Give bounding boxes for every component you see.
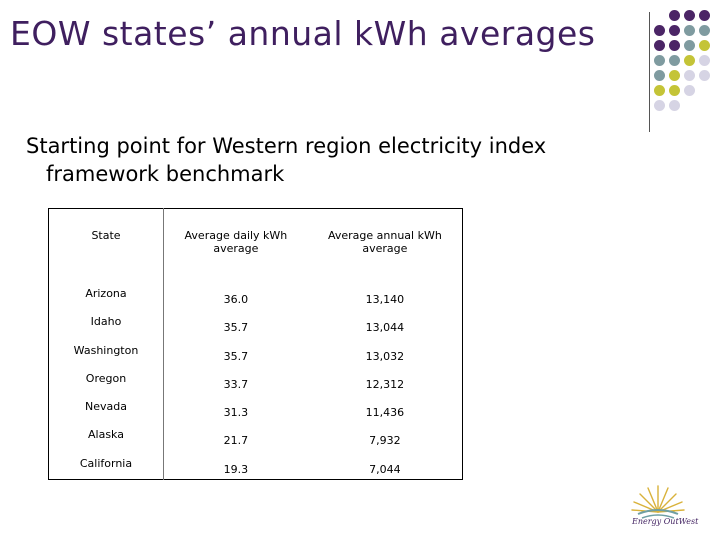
table-header-row: State Average daily kWh average Average … [48, 208, 463, 281]
state-cell: Nevada [48, 394, 164, 423]
decorative-dot [669, 70, 680, 81]
decorative-dot [654, 85, 665, 96]
annual-cell: 12,312 [365, 377, 405, 391]
decorative-dot [684, 85, 695, 96]
logo-text: Energy OutWest [632, 517, 699, 526]
decorative-divider [649, 12, 650, 132]
decorative-dot [654, 40, 665, 51]
decorative-dot [654, 25, 665, 36]
decorative-dot [669, 25, 680, 36]
table-row: Alaska 21.7 7,932 [48, 422, 463, 451]
table-row: Oregon 33.7 12,312 [48, 365, 463, 395]
decorative-dot [684, 10, 695, 21]
decorative-dot [699, 25, 710, 36]
header-daily: Average daily kWh average [184, 229, 288, 255]
daily-cell: 21.7 [223, 434, 249, 448]
decorative-dot [669, 40, 680, 51]
decorative-dot [654, 70, 665, 81]
table-row: Washington 35.7 13,032 [48, 337, 463, 366]
daily-cell: 31.3 [223, 406, 249, 420]
subtitle-line-2: framework benchmark [46, 162, 285, 186]
state-cell: Washington [48, 337, 164, 366]
benchmark-table: State Average daily kWh average Average … [48, 208, 463, 480]
decorative-dot [699, 70, 710, 81]
decorative-dot [669, 55, 680, 66]
table-row: Idaho 35.7 13,044 [48, 309, 463, 338]
annual-cell: 13,140 [365, 293, 405, 306]
state-cell: Arizona [48, 281, 164, 310]
subtitle-line-1: Starting point for Western region electr… [26, 134, 547, 158]
daily-cell: 35.7 [223, 321, 249, 335]
decorative-dot [684, 40, 695, 51]
state-cell: California [48, 450, 164, 480]
slide-subtitle: Starting point for Western region electr… [26, 132, 646, 188]
daily-cell: 35.7 [223, 349, 249, 363]
decorative-dot [669, 100, 680, 111]
decorative-dot [699, 10, 710, 21]
annual-cell: 11,436 [365, 406, 405, 420]
daily-cell: 36.0 [223, 293, 249, 306]
table-row: California 19.3 7,044 [48, 450, 463, 480]
decorative-dot [654, 55, 665, 66]
state-cell: Alaska [48, 422, 164, 451]
state-cell: Idaho [48, 309, 164, 338]
annual-cell: 13,044 [365, 321, 405, 335]
decorative-dot [684, 70, 695, 81]
decorative-dot [669, 85, 680, 96]
header-state: State [48, 208, 164, 281]
decorative-dot [684, 55, 695, 66]
annual-cell: 7,044 [369, 462, 401, 476]
slide-title: EOW states’ annual kWh averages [10, 14, 596, 53]
header-annual: Average annual kWh average [327, 229, 442, 255]
decorative-dot [654, 100, 665, 111]
table-row: Nevada 31.3 11,436 [48, 394, 463, 423]
decorative-dot [684, 25, 695, 36]
decorative-dot [699, 55, 710, 66]
daily-cell: 33.7 [223, 377, 249, 391]
annual-cell: 13,032 [365, 349, 405, 363]
decorative-dot [669, 10, 680, 21]
annual-cell: 7,932 [369, 434, 401, 448]
table-row: Arizona 36.0 13,140 [48, 281, 463, 310]
decorative-dot-grid [654, 10, 720, 140]
decorative-dot [699, 40, 710, 51]
daily-cell: 19.3 [223, 462, 249, 476]
state-cell: Oregon [48, 365, 164, 395]
energy-outwest-logo [631, 485, 685, 519]
